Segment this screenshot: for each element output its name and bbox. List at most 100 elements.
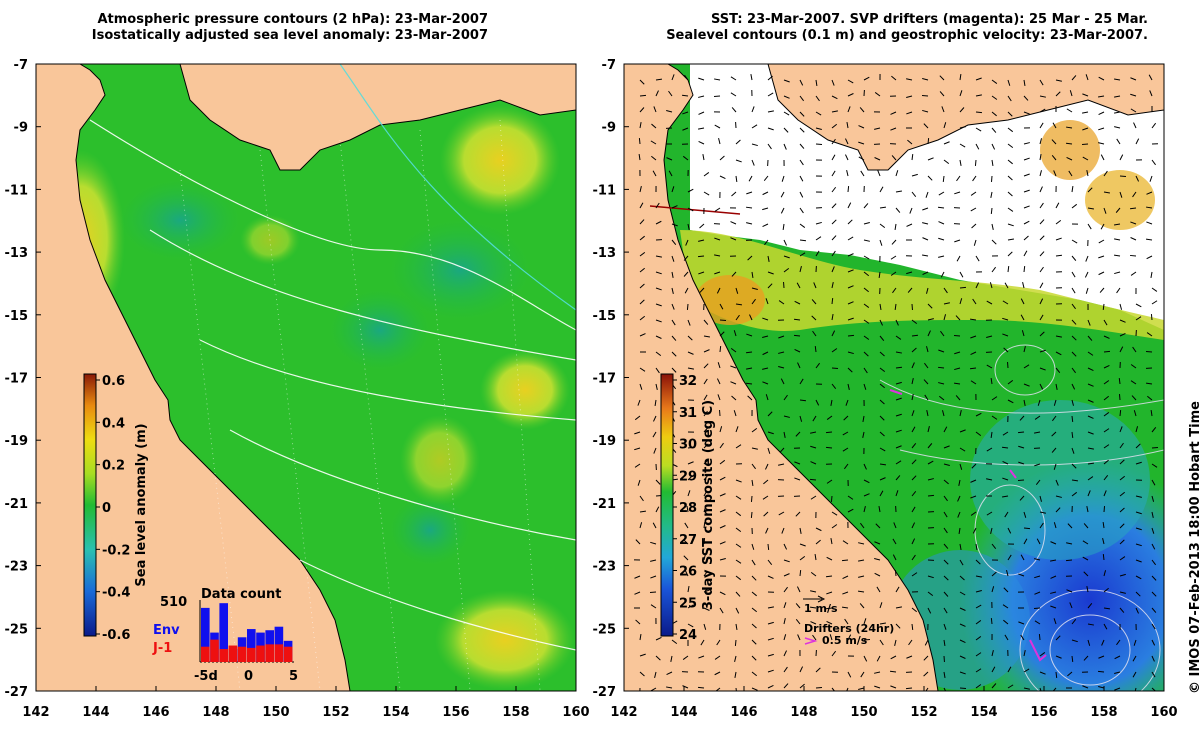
velocity-arrow: [715, 687, 721, 691]
j1-count-bar: [228, 645, 238, 662]
velocity-arrow: [1103, 444, 1110, 449]
velocity-arrow: [799, 239, 807, 242]
velocity-arrow: [863, 367, 868, 374]
velocity-arrow: [1023, 157, 1030, 161]
velocity-arrow: [1135, 443, 1141, 449]
velocity-arrow: [746, 367, 753, 370]
velocity-arrow: [634, 575, 641, 579]
velocity-arrow: [716, 378, 721, 385]
velocity-arrow: [878, 271, 881, 279]
velocity-arrow: [959, 575, 965, 581]
velocity-arrow: [925, 191, 929, 198]
velocity-arrow: [783, 431, 786, 438]
velocity-arrow: [826, 591, 833, 595]
velocity-arrow: [1119, 319, 1126, 323]
velocity-arrow: [767, 621, 774, 625]
velocity-arrow: [1151, 623, 1156, 630]
velocity-arrow: [815, 539, 821, 545]
velocity-arrow: [668, 90, 673, 97]
velocity-arrow: [986, 511, 993, 516]
velocity-arrow: [938, 237, 945, 241]
velocity-arrow: [831, 95, 838, 100]
velocity-arrow: [975, 543, 978, 551]
velocity-arrow: [847, 93, 854, 97]
velocity-arrow: [1069, 90, 1073, 97]
velocity-arrow: [1151, 543, 1156, 550]
velocity-arrow: [939, 75, 945, 81]
x-tick-label: 156: [1030, 705, 1057, 720]
velocity-arrow: [1132, 191, 1137, 198]
velocity-arrow: [1098, 655, 1105, 659]
velocity-arrow: [842, 575, 849, 580]
velocity-arrow: [714, 271, 721, 275]
velocity-arrow: [1132, 655, 1137, 662]
velocity-arrow: [812, 330, 817, 337]
velocity-arrow: [1039, 186, 1043, 193]
velocity-arrow: [767, 143, 772, 150]
velocity-arrow: [1114, 95, 1121, 98]
velocity-arrow: [895, 445, 902, 449]
velocity-arrow: [781, 175, 785, 182]
velocity-arrow: [927, 607, 932, 614]
left-title-line-2: Isostatically adjusted sea level anomaly…: [91, 28, 488, 43]
velocity-arrow: [1055, 671, 1058, 679]
warm-sst-band: [680, 230, 1164, 340]
velocity-arrow: [1023, 383, 1030, 387]
velocity-arrow: [874, 541, 881, 545]
velocity-arrow: [1002, 477, 1009, 481]
velocity-arrow: [911, 459, 917, 465]
velocity-arrow: [858, 575, 865, 578]
velocity-arrow: [1103, 459, 1109, 465]
velocity-arrow: [1050, 605, 1057, 609]
velocity-arrow: [751, 607, 758, 613]
velocity-arrow: [1119, 507, 1125, 513]
x-tick-label: 158: [502, 705, 529, 720]
velocity-arrow: [938, 221, 945, 225]
velocity-arrow: [879, 431, 885, 437]
velocity-arrow: [991, 143, 996, 150]
velocity-arrow: [687, 207, 694, 212]
velocity-arrow: [1055, 254, 1063, 257]
colorbar-tick-label: -0.6: [102, 628, 130, 643]
velocity-arrow: [1135, 303, 1142, 308]
velocity-arrow: [955, 395, 961, 401]
velocity-arrow: [943, 639, 946, 647]
velocity-arrow: [927, 303, 933, 309]
velocity-arrow: [1007, 159, 1013, 165]
velocity-arrow: [751, 271, 754, 279]
velocity-arrow: [794, 461, 801, 465]
velocity-arrow: [666, 671, 673, 675]
velocity-arrow: [1039, 331, 1045, 337]
velocity-arrow: [799, 569, 802, 577]
velocity-arrow: [1119, 475, 1126, 481]
velocity-arrow: [778, 335, 785, 339]
velocity-arrow: [959, 671, 966, 675]
velocity-arrow: [700, 639, 705, 646]
velocity-arrow: [1039, 671, 1046, 675]
velocity-arrow: [735, 559, 742, 564]
velocity-arrow: [1039, 511, 1046, 514]
velocity-arrow: [862, 431, 865, 438]
velocity-arrow: [703, 570, 708, 577]
velocity-arrow: [799, 127, 805, 133]
sla-colorbar: [83, 373, 97, 637]
velocity-arrow: [1103, 364, 1110, 369]
velocity-arrow: [1067, 671, 1073, 677]
velocity-arrow: [927, 460, 934, 465]
velocity-arrow: [1039, 495, 1042, 502]
velocity-arrow: [783, 634, 787, 641]
velocity-arrow: [1151, 687, 1157, 691]
sla-anomaly-patch: [120, 180, 240, 260]
velocity-arrow: [639, 333, 646, 337]
velocity-arrow: [863, 239, 870, 242]
velocity-arrow: [1132, 671, 1137, 678]
velocity-arrow: [1071, 287, 1076, 294]
velocity-arrow: [1116, 287, 1121, 294]
velocity-arrow: [1082, 685, 1089, 689]
velocity-arrow: [731, 395, 737, 401]
velocity-arrow: [1130, 237, 1137, 241]
velocity-arrow: [958, 479, 961, 486]
velocity-arrow: [719, 493, 726, 497]
velocity-arrow: [1145, 382, 1153, 385]
velocity-arrow: [937, 206, 945, 209]
